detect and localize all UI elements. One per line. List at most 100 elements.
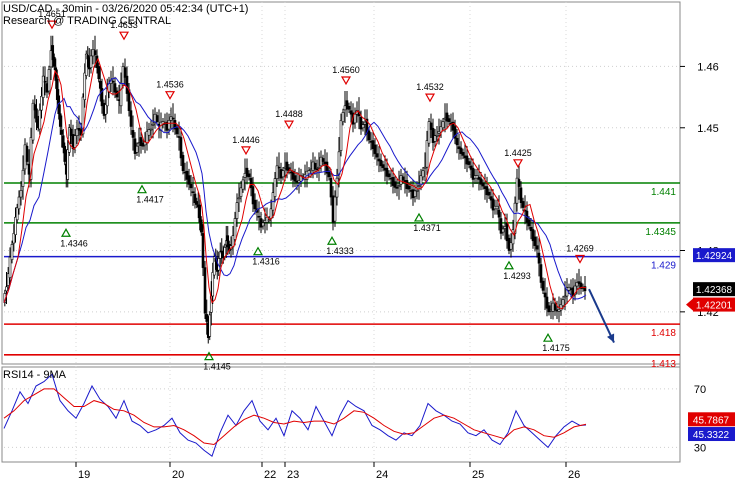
candle-body (575, 282, 579, 287)
candle-body (111, 80, 115, 83)
candle-body (281, 170, 285, 178)
candle-body (335, 177, 339, 198)
candle-body (337, 151, 341, 175)
candle-body (241, 179, 245, 190)
candle-body (401, 176, 405, 181)
candle-body (97, 66, 101, 79)
candle-body (51, 45, 55, 61)
candle-body (237, 197, 241, 200)
rsi-title: RSI14 - 9MA (3, 369, 67, 381)
high-marker-icon (424, 93, 436, 103)
candle-body (435, 134, 439, 137)
high-label: 1.4532 (416, 82, 444, 92)
rsi-ma-line (3, 388, 587, 446)
candle-body (359, 116, 363, 130)
candle-body (193, 193, 197, 203)
moving-averages (3, 57, 615, 343)
candle-body (143, 141, 147, 146)
price-box-label: 1.42924 (696, 251, 733, 262)
high-marker-icon (574, 254, 586, 264)
high-label: 1.4560 (332, 65, 360, 75)
candle-body (69, 128, 73, 136)
candle-body (573, 285, 577, 296)
rsi-series (3, 373, 587, 458)
low-label: 1.4175 (542, 343, 570, 353)
candle-body (353, 113, 357, 124)
candle-body (459, 147, 463, 154)
candle-body (169, 116, 173, 121)
candle-body (52, 56, 56, 67)
candle-body (583, 286, 587, 292)
price-box-pointer (686, 298, 693, 311)
price-box (693, 297, 735, 312)
high-label: 1.4651 (38, 9, 66, 19)
low-marker-icon (252, 246, 264, 256)
candle-body (561, 299, 565, 307)
candle-body (6, 273, 10, 286)
candle-body (8, 256, 12, 278)
candle-body (425, 140, 429, 168)
candle-body (535, 245, 539, 250)
candle-body (208, 314, 212, 337)
low-marker-icon (326, 236, 338, 245)
candle-body (15, 207, 19, 221)
slow-ma-line (3, 77, 587, 303)
x-tick-label: 19 (78, 469, 90, 480)
candle-body (529, 226, 533, 232)
candle-body (147, 129, 151, 136)
high-label: 1.4269 (566, 244, 594, 254)
price-box (693, 248, 735, 263)
candle-body (149, 128, 153, 131)
projection-arrow-shaft (588, 288, 615, 343)
candle-body (131, 130, 135, 138)
candle-body (141, 142, 145, 147)
candle-body (171, 117, 175, 120)
low-marker-icon (503, 260, 515, 270)
projection-arrow-head (607, 333, 615, 343)
low-label: 1.4316 (252, 257, 280, 267)
candle-body (395, 187, 399, 189)
high-marker-icon (118, 31, 130, 41)
candle-body (203, 267, 207, 314)
candle-body (261, 222, 265, 227)
candle-body (497, 209, 501, 218)
candle-body (499, 218, 503, 234)
candle-body (469, 165, 473, 170)
candle-body (98, 80, 102, 89)
candle-body (245, 167, 249, 177)
candle-body (373, 144, 377, 154)
low-marker-icon (542, 332, 554, 342)
candle-body (553, 304, 557, 311)
low-label: 1.4371 (413, 223, 441, 233)
candle-body (491, 198, 495, 211)
candle-body (423, 166, 427, 169)
candle-body (381, 164, 385, 168)
candle-body (327, 170, 331, 178)
candle-body (41, 75, 45, 98)
chart-title: USD/CAD - 30min - 03/26/2020 05:42:34 (U… (3, 3, 248, 15)
candle-body (541, 280, 545, 291)
low-label: 1.4333 (326, 246, 354, 256)
candle-body (123, 67, 127, 78)
candle-body (417, 185, 421, 187)
candle-body (285, 161, 289, 171)
rsi-box (688, 427, 735, 442)
candle-body (315, 168, 319, 171)
candle-body (251, 186, 255, 205)
candle-body (543, 292, 547, 298)
candle-body (137, 142, 141, 144)
candle-body (273, 178, 277, 197)
high-marker-icon (283, 120, 295, 130)
candle-body (509, 242, 513, 250)
candle-body (19, 190, 23, 198)
candle-body (33, 104, 37, 111)
candle-body (211, 272, 215, 297)
candle-body (125, 75, 129, 94)
candle-body (187, 175, 191, 185)
candle-body (247, 173, 251, 178)
candle-body (527, 219, 531, 227)
candle-body (545, 296, 549, 309)
high-label: 1.4488 (275, 109, 303, 119)
